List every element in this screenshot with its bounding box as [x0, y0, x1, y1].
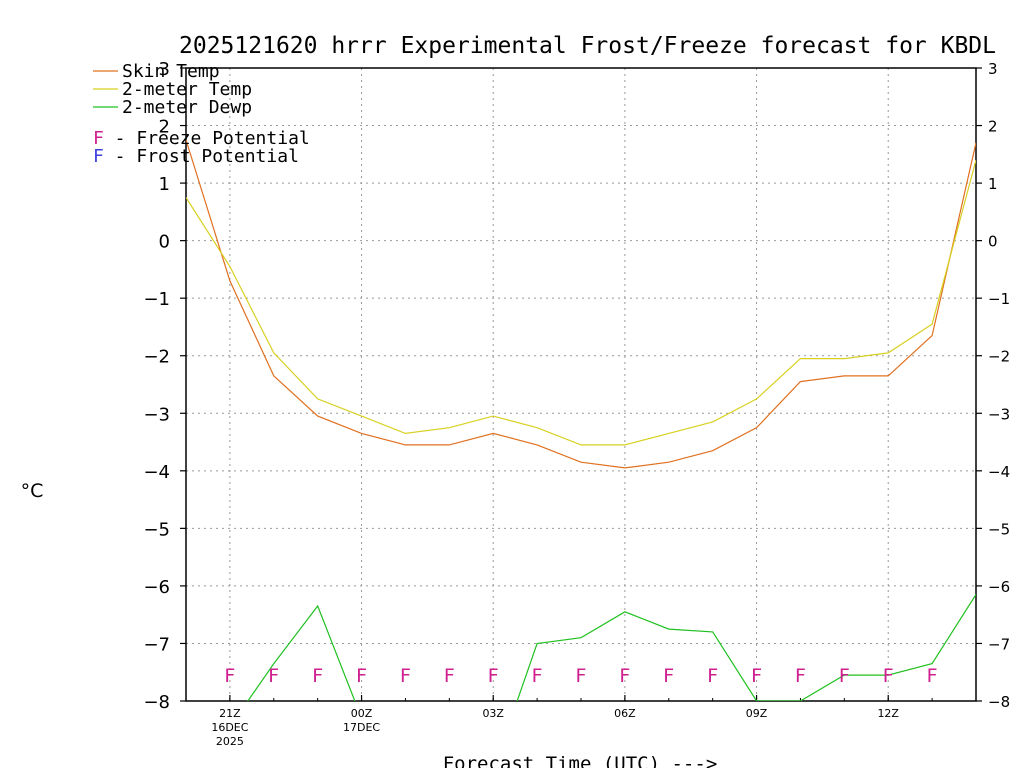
legend-flag-symbol: F	[93, 146, 104, 167]
y-tick-label-left: −8	[143, 692, 170, 713]
x-tick-label: 12Z	[877, 707, 899, 720]
x-tick-label: 2025	[216, 735, 244, 748]
legend-label: Skin Temp	[122, 61, 220, 82]
y-tick-label-right: −6	[988, 578, 1010, 596]
x-tick-label: 17DEC	[343, 721, 380, 734]
x-axis-label: Forecast Time (UTC) --->	[443, 753, 718, 768]
x-tick-label: 21Z	[219, 707, 241, 720]
data-series	[186, 139, 976, 701]
y-tick-label-right: 0	[988, 233, 998, 251]
freeze-flag: F	[751, 665, 762, 687]
legend-flag-text: - Frost Potential	[104, 146, 299, 167]
series-line-2-meter-temp	[186, 159, 976, 446]
freeze-flag: F	[312, 665, 323, 687]
y-tick-label-left: −7	[143, 634, 170, 655]
y-tick-label-right: −1	[988, 290, 1010, 308]
legend-flag-entry: F - Freeze Potential	[93, 128, 310, 149]
freeze-flag: F	[839, 665, 850, 687]
y-tick-label-right: −3	[988, 405, 1010, 423]
legend-flag-text: - Freeze Potential	[104, 128, 310, 149]
freeze-flag: F	[619, 665, 630, 687]
x-tick-label: 00Z	[351, 707, 373, 720]
series-line-skin-temp	[186, 139, 976, 469]
y-tick-label-left: −4	[143, 462, 170, 483]
y-tick-label-right: 1	[988, 175, 998, 193]
y-tick-label-right: 2	[988, 118, 998, 136]
legend-label: 2-meter Temp	[122, 79, 252, 100]
x-tick-label: 09Z	[746, 707, 768, 720]
legend-label: 2-meter Dewp	[122, 97, 252, 118]
y-axis-ticks: 3 3 2 2 1 1 0 0 −1 −1 −2 −2 −3 −3 −4 −4 −5 −5 −6 −6 −7 −7 −8 −8	[143, 59, 1010, 713]
y-tick-label-left: 0	[159, 232, 170, 253]
y-tick-label-left: 2	[159, 117, 170, 138]
freeze-flag: F	[532, 665, 543, 687]
series-line-2-meter-dewp	[247, 594, 976, 701]
x-tick-label: 06Z	[614, 707, 636, 720]
y-tick-label-left: −3	[143, 404, 170, 425]
freeze-flag: F	[795, 665, 806, 687]
y-tick-label-right: −2	[988, 348, 1010, 366]
freeze-flag: F	[400, 665, 411, 687]
y-tick-label-right: 3	[988, 60, 998, 78]
y-tick-label-left: −2	[143, 347, 170, 368]
x-tick-label: 03Z	[482, 707, 504, 720]
y-tick-label-right: −7	[988, 635, 1010, 653]
freeze-flag: F	[576, 665, 587, 687]
chart-title: 2025121620 hrrr Experimental Frost/Freez…	[179, 33, 996, 59]
x-tick-label: 16DEC	[211, 721, 248, 734]
freeze-flag: F	[663, 665, 674, 687]
freeze-flag: F	[356, 665, 367, 687]
y-tick-label-left: −1	[143, 289, 170, 310]
y-tick-label-right: −5	[988, 520, 1010, 538]
legend-flag-symbol: F	[93, 128, 104, 149]
y-tick-label-right: −4	[988, 463, 1010, 481]
freeze-flag: F	[224, 665, 235, 687]
legend-flag-entry: F - Frost Potential	[93, 146, 299, 167]
y-tick-label-left: 1	[159, 174, 170, 195]
y-tick-label-left: −5	[143, 519, 170, 540]
y-tick-label-right: −8	[988, 693, 1010, 711]
freeze-flag: F	[927, 665, 938, 687]
y-tick-label-left: 3	[159, 59, 170, 80]
freeze-flag: F	[707, 665, 718, 687]
y-tick-label-left: −6	[143, 577, 170, 598]
freeze-flag: F	[444, 665, 455, 687]
freeze-flag: F	[488, 665, 499, 687]
y-axis-label: °C	[21, 480, 44, 502]
freeze-flag: F	[883, 665, 894, 687]
freeze-flag: F	[268, 665, 279, 687]
